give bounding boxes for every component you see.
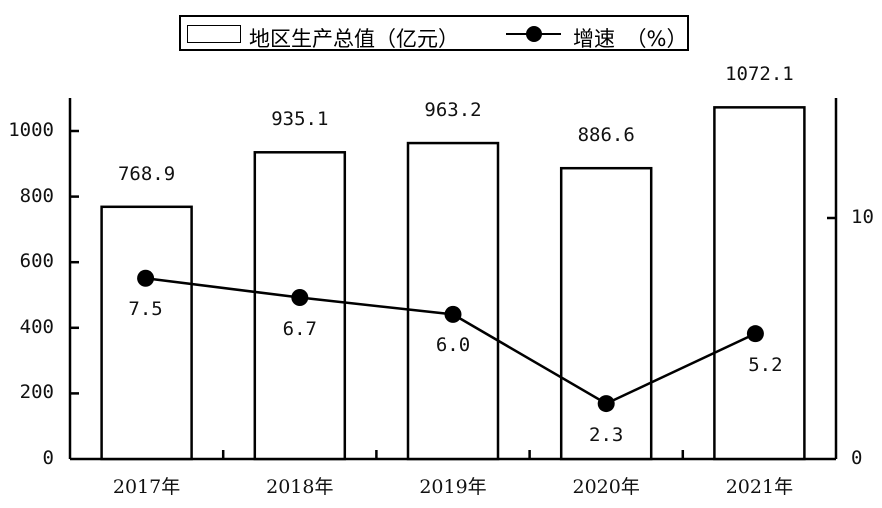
line-marker: [291, 289, 309, 307]
legend-bar-swatch: [187, 25, 241, 43]
line-value-label: 7.5: [128, 298, 163, 321]
line-value-label: 6.7: [282, 317, 317, 340]
bar-value-label: 1072.1: [725, 63, 794, 86]
line-value-label: 2.3: [589, 423, 624, 446]
bar-value-label: 935.1: [271, 108, 329, 131]
bar-value-label: 768.9: [117, 162, 176, 185]
bar: [559, 166, 653, 461]
line-value-label: 5.2: [748, 353, 783, 376]
x-category-label: 2019年: [419, 476, 487, 498]
left-tick-label: 1000: [8, 119, 54, 141]
line-marker: [444, 305, 462, 323]
legend-bar-label: 地区生产总值（亿元）: [249, 27, 459, 51]
left-tick-label: 0: [42, 447, 54, 469]
left-tick-label: 800: [19, 184, 54, 207]
line-marker: [746, 325, 764, 343]
left-tick-label: 600: [19, 250, 54, 273]
right-tick-label: 10: [851, 206, 874, 228]
bar-series: [100, 106, 806, 461]
bar: [100, 205, 193, 461]
left-tick-label: 200: [19, 381, 54, 404]
bar-value-label: 963.2: [424, 99, 482, 122]
x-category-label: 2018年: [266, 476, 334, 498]
legend-line-label: 增速 （%）: [573, 27, 688, 51]
left-tick-label: 400: [19, 315, 54, 338]
legend-marker-icon: [526, 26, 542, 42]
bar: [406, 141, 500, 461]
line-series: [137, 269, 764, 413]
legend: 地区生产总值（亿元） 增速 （%）: [179, 15, 689, 51]
line-marker: [137, 269, 155, 287]
bar-value-label: 886.6: [577, 124, 635, 147]
line-value-label: 6.0: [435, 334, 471, 357]
bar: [713, 106, 806, 461]
x-category-label: 2021年: [725, 476, 794, 498]
line-marker: [597, 395, 615, 413]
x-category-label: 2020年: [572, 476, 640, 498]
x-category-label: 2017年: [112, 476, 181, 498]
right-tick-label: 0: [851, 447, 863, 469]
